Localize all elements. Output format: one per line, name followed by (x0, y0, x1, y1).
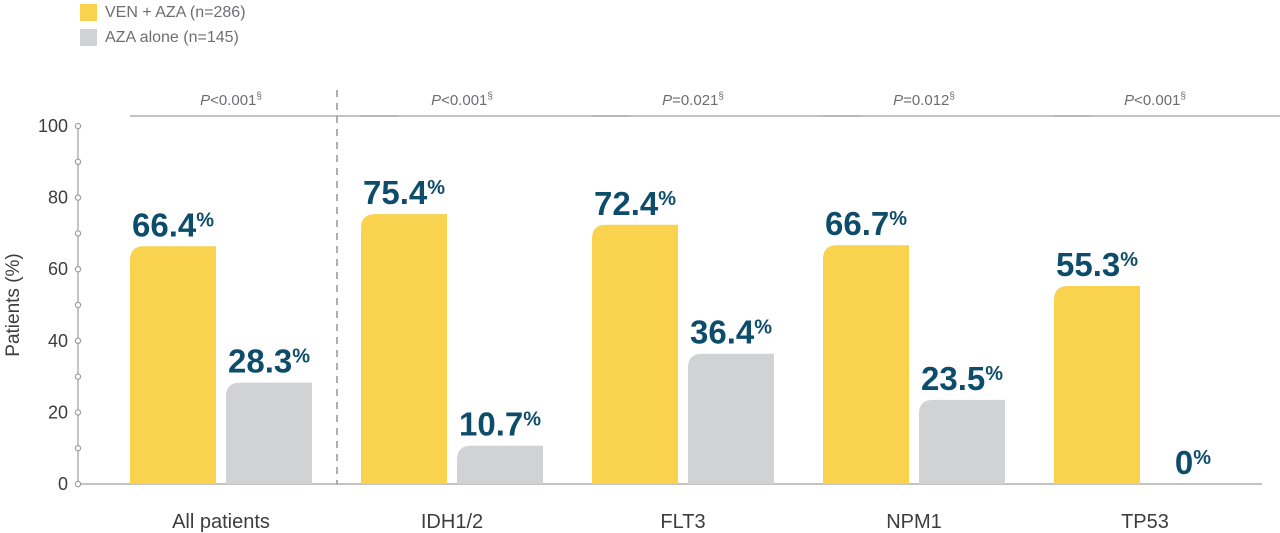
legend-label-ven-aza: VEN + AZA (n=286) (105, 3, 246, 21)
bar-aza-alone (226, 382, 312, 484)
y-tick-marker (74, 409, 82, 416)
legend-label-aza-alone: AZA alone (n=145) (105, 28, 239, 46)
y-tick-marker (74, 373, 82, 380)
bar-aza-alone (688, 353, 774, 484)
y-tick-marker (74, 480, 82, 488)
x-category-label: FLT3 (660, 511, 705, 533)
bar-aza-alone (457, 445, 543, 484)
p-value-label: P<0.001§ (1124, 91, 1186, 109)
legend-swatch-aza-alone (80, 29, 97, 46)
x-category-label: NPM1 (886, 511, 942, 533)
data-label: 0% (1175, 444, 1211, 481)
p-value-label: P<0.001§ (200, 91, 262, 109)
data-label: 10.7% (459, 406, 541, 443)
y-tick-marker (74, 158, 82, 165)
x-category-label: All patients (172, 511, 270, 533)
data-label: 23.5% (921, 360, 1003, 397)
y-tick-marker (74, 445, 82, 452)
bar-ven-aza (130, 246, 216, 484)
y-tick-label: 0 (58, 474, 68, 494)
y-tick-marker (74, 337, 82, 344)
y-tick-marker (74, 194, 82, 201)
y-tick-marker (74, 301, 82, 309)
y-tick-marker (74, 266, 82, 273)
data-label: 55.3% (1056, 246, 1138, 283)
y-tick-label: 100 (38, 116, 68, 136)
legend: VEN + AZA (n=286) AZA alone (n=145) (80, 0, 246, 50)
p-value-label: P=0.012§ (893, 91, 955, 109)
y-tick-marker (74, 122, 82, 130)
y-axis-label: Patients (%) (3, 253, 24, 356)
legend-item-aza-alone: AZA alone (n=145) (80, 25, 246, 50)
data-label: 66.4% (132, 206, 214, 243)
y-tick-label: 20 (48, 402, 68, 422)
bar-ven-aza (823, 245, 909, 484)
bar-ven-aza (361, 214, 447, 484)
legend-item-ven-aza: VEN + AZA (n=286) (80, 0, 246, 25)
x-category-label: IDH1/2 (421, 511, 483, 533)
bar-aza-alone (919, 399, 1005, 484)
y-tick-label: 80 (48, 188, 68, 208)
bar-ven-aza (592, 224, 678, 485)
y-tick-label: 40 (48, 331, 68, 351)
data-label: 36.4% (690, 314, 772, 351)
data-label: 66.7% (825, 205, 907, 242)
data-label: 75.4% (363, 174, 445, 211)
y-tick-label: 60 (48, 259, 68, 279)
bar-ven-aza (1054, 286, 1140, 484)
p-value-label: P=0.021§ (662, 91, 724, 109)
data-label: 72.4% (594, 185, 676, 222)
data-label: 28.3% (228, 343, 310, 380)
y-tick-marker (74, 230, 82, 237)
x-category-label: TP53 (1121, 511, 1169, 533)
legend-swatch-ven-aza (80, 4, 97, 21)
p-value-label: P<0.001§ (431, 91, 493, 109)
